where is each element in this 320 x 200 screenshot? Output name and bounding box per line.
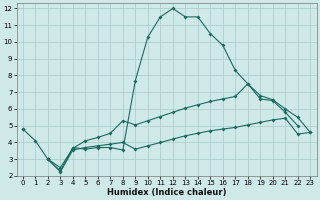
X-axis label: Humidex (Indice chaleur): Humidex (Indice chaleur) [107, 188, 226, 197]
